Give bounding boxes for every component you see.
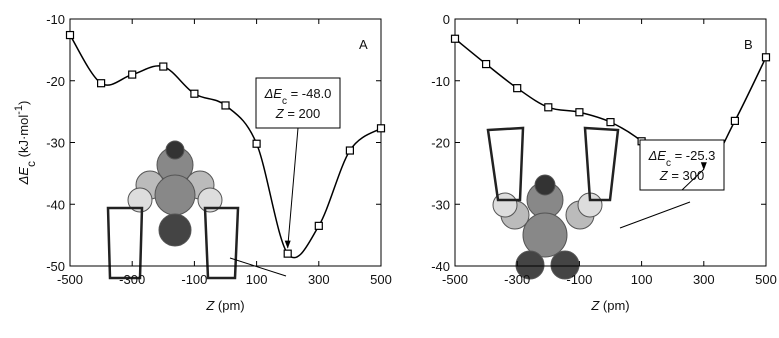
x-tick-label: -100 (181, 272, 207, 287)
point-marker (452, 35, 459, 42)
y-tick-label: -20 (431, 136, 450, 151)
annotation-line-part: = 200 (284, 106, 321, 121)
y-axis-label: ΔEc (kJ·mol-1) (13, 101, 38, 186)
y-tick-label: -10 (46, 12, 65, 27)
annotation-line: Z = 200 (275, 106, 320, 121)
point-marker (576, 109, 583, 116)
x-tick-label: -300 (504, 272, 530, 287)
annotation-line-part: ΔE (648, 148, 667, 163)
point-marker (191, 90, 198, 97)
series-line (70, 35, 381, 258)
point-marker (98, 80, 105, 87)
annotation-line-part: = -25.3 (671, 148, 715, 163)
y-axis-label-part: (kJ·mol (16, 115, 31, 161)
x-tick-label: -500 (442, 272, 468, 287)
point-marker (284, 250, 291, 257)
point-marker (514, 85, 521, 92)
y-tick-label: -20 (46, 74, 65, 89)
y-tick-label: -30 (46, 136, 65, 151)
point-marker (346, 147, 353, 154)
point-marker (222, 102, 229, 109)
x-axis-label-part: (pm) (599, 298, 629, 313)
y-tick-label: -30 (431, 197, 450, 212)
point-marker (731, 117, 738, 124)
y-tick-label: -10 (431, 74, 450, 89)
x-tick-label: 100 (246, 272, 268, 287)
point-marker (545, 104, 552, 111)
x-tick-label: 500 (370, 272, 392, 287)
point-marker (253, 140, 260, 147)
x-tick-label: 300 (693, 272, 715, 287)
x-tick-label: 300 (308, 272, 330, 287)
figure: -50-40-30-20-10-500-300-100100300500AZ (… (0, 0, 779, 338)
molecule-a (108, 141, 286, 278)
panel-label: A (359, 37, 368, 52)
annotation-line-part: ΔE (264, 86, 283, 101)
y-tick-label: 0 (443, 12, 450, 27)
point-marker (315, 222, 322, 229)
point-marker (763, 54, 770, 61)
point-marker (483, 61, 490, 68)
point-marker (378, 125, 385, 132)
x-axis-label-part: (pm) (214, 298, 244, 313)
x-tick-label: -500 (57, 272, 83, 287)
point-marker (67, 32, 74, 39)
annotation-line-part: = 300 (668, 168, 705, 183)
x-tick-label: 100 (631, 272, 653, 287)
x-axis-label: Z (pm) (590, 298, 629, 313)
panel-label: B (744, 37, 753, 52)
y-axis-label-part: ΔE (16, 167, 31, 186)
annotation-arrow (288, 128, 298, 248)
point-marker (160, 63, 167, 70)
plot-frame (70, 19, 381, 266)
y-tick-label: -40 (46, 197, 65, 212)
point-marker (607, 119, 614, 126)
x-tick-label: -100 (566, 272, 592, 287)
x-axis-label: Z (pm) (205, 298, 244, 313)
arrow-head (285, 241, 291, 249)
x-tick-label: -300 (119, 272, 145, 287)
annotation-line-part: = -48.0 (287, 86, 331, 101)
y-axis-label-part: -1 (13, 105, 25, 115)
x-tick-label: 500 (755, 272, 777, 287)
y-axis-label-part: ) (16, 101, 31, 105)
point-marker (129, 71, 136, 78)
